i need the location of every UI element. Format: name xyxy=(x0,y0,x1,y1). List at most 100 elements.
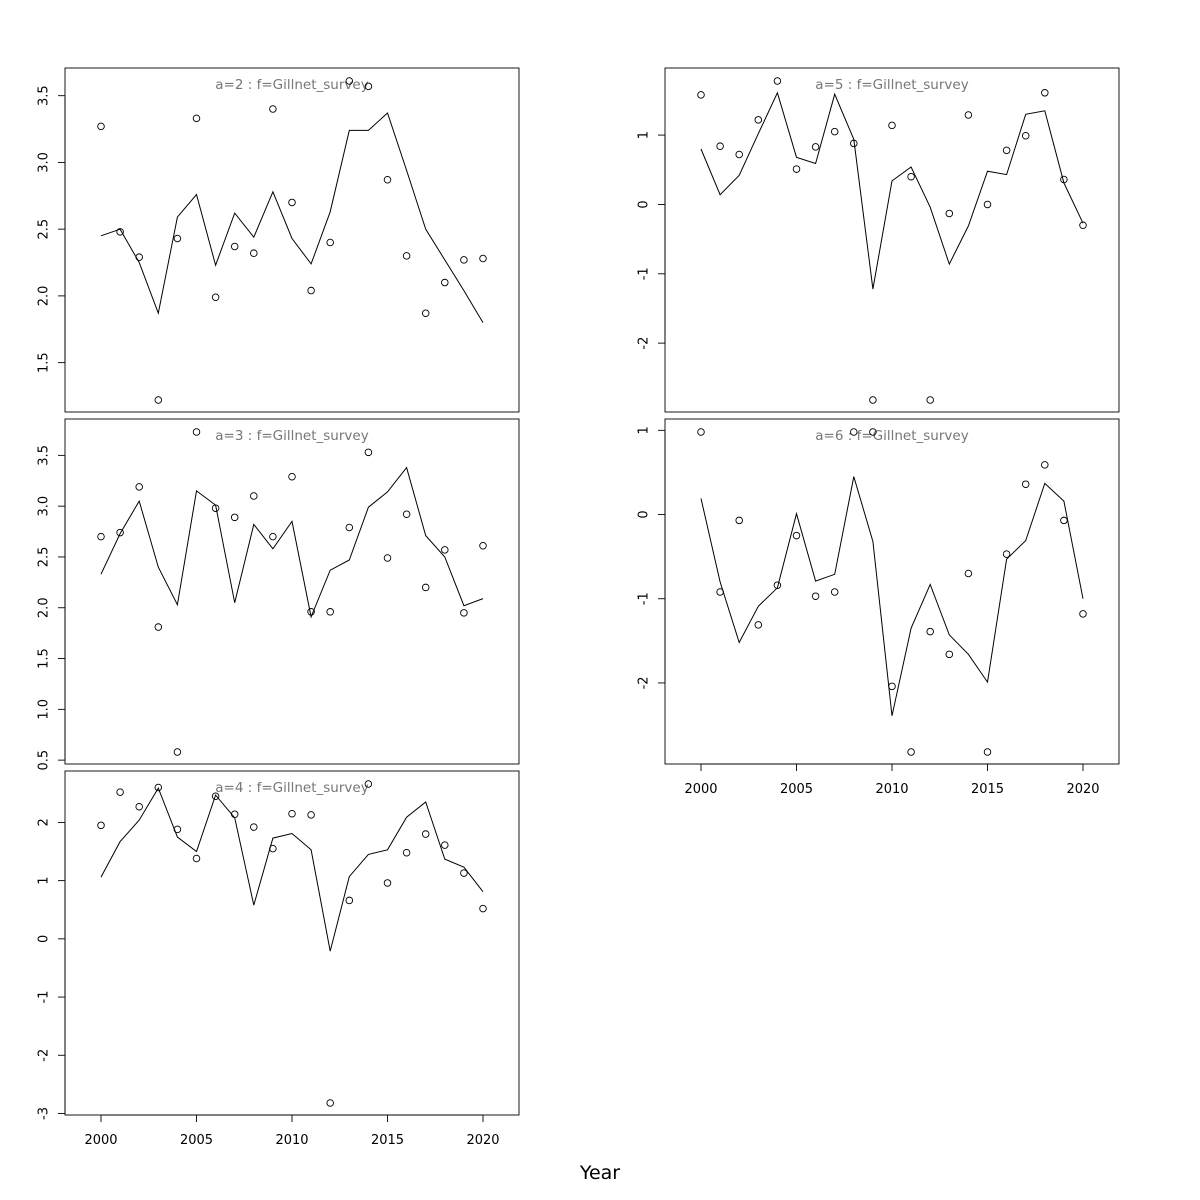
fitted-line xyxy=(700,91,1084,290)
observed-point xyxy=(116,528,124,537)
observed-point xyxy=(907,172,915,181)
observed-point xyxy=(754,621,763,629)
x-axis-label: Year xyxy=(579,1162,620,1184)
fitted-line xyxy=(100,112,484,323)
observed-point xyxy=(460,609,468,617)
observed-point xyxy=(250,492,258,500)
observed-point xyxy=(421,830,430,838)
observed-point xyxy=(192,428,201,436)
y-tick-label: 1.5 xyxy=(37,648,52,669)
observed-point xyxy=(345,523,354,532)
observed-point xyxy=(964,569,973,578)
observed-point xyxy=(869,396,877,404)
panel-4: a=5 : f=Gillnet_survey -2 -1 0 1 xyxy=(637,67,1120,413)
observed-point xyxy=(345,77,354,85)
observed-point xyxy=(345,896,354,905)
observed-point xyxy=(364,780,373,788)
observed-point xyxy=(154,396,163,404)
y-tick-label: -1 xyxy=(37,991,52,1004)
observed-point xyxy=(288,472,296,481)
x-tick-label: 2015 xyxy=(971,782,1004,797)
panel-title: a=4 : f=Gillnet_survey xyxy=(215,780,368,796)
observed-point xyxy=(1002,146,1011,155)
observed-point xyxy=(1021,132,1030,140)
observed-point xyxy=(307,811,315,819)
fitted-line xyxy=(100,786,484,952)
observed-point xyxy=(735,150,743,159)
observed-point xyxy=(97,122,105,131)
observed-point xyxy=(288,198,296,207)
observed-point xyxy=(135,483,143,491)
y-tick-label: 2.0 xyxy=(37,597,52,618)
x-tick-label: 2020 xyxy=(1066,782,1099,797)
y-tick-label: -2 xyxy=(637,676,652,689)
observed-point xyxy=(135,802,143,811)
observed-point xyxy=(479,904,487,913)
observed-point xyxy=(116,788,124,796)
fitted-line xyxy=(100,466,484,619)
observed-point xyxy=(364,82,373,91)
y-tick-label: 3.0 xyxy=(37,152,52,173)
observed-point xyxy=(811,592,820,600)
panel-2: a=3 : f=Gillnet_survey 0.5 1.0 1.5 2.0 2.5 3.0… xyxy=(37,418,520,771)
observed-point xyxy=(421,309,430,317)
observed-point xyxy=(192,854,201,863)
observed-point xyxy=(383,879,392,887)
observed-point xyxy=(1079,221,1087,229)
panel-title: a=6 : f=Gillnet_survey xyxy=(815,428,968,444)
observed-point xyxy=(479,542,487,550)
y-tick-label: 3.0 xyxy=(37,496,52,517)
observed-point xyxy=(402,252,411,260)
y-tick-label: -1 xyxy=(637,592,652,605)
y-tick-label: 0 xyxy=(37,935,52,943)
observed-point xyxy=(1079,610,1087,618)
observed-point xyxy=(211,293,220,301)
x-tick-label: 2000 xyxy=(684,782,717,797)
observed-point xyxy=(983,200,992,209)
panel-title: a=2 : f=Gillnet_survey xyxy=(215,77,368,93)
y-tick-label: 3.5 xyxy=(37,85,52,106)
y-tick-label: 3.5 xyxy=(37,445,52,466)
observed-point xyxy=(402,510,411,519)
observed-point xyxy=(173,748,182,756)
observed-point xyxy=(773,77,782,85)
y-tick-label: -2 xyxy=(37,1049,52,1062)
observed-point xyxy=(773,581,782,590)
observed-point xyxy=(792,531,801,540)
observed-point xyxy=(983,748,992,756)
observed-point xyxy=(326,238,334,247)
panel-3: a=4 : f=Gillnet_survey -3 -2 -1 0 1 2 2000 2005 2… xyxy=(37,770,520,1148)
panels: a=2 : f=Gillnet_survey1.52.02.53.03.5a=3… xyxy=(37,67,1120,1148)
observed-point xyxy=(907,748,915,756)
y-tick-label: 0.5 xyxy=(37,750,52,771)
observed-point xyxy=(154,783,163,792)
observed-point xyxy=(1021,480,1030,488)
y-tick-label: -1 xyxy=(637,267,652,280)
x-tick-label: 2020 xyxy=(466,1133,499,1148)
y-tick-label: -3 xyxy=(37,1107,52,1120)
observed-point xyxy=(754,116,763,124)
observed-point xyxy=(211,792,220,800)
observed-point xyxy=(441,841,449,849)
observed-point xyxy=(441,278,449,287)
observed-point xyxy=(97,532,105,541)
x-tick-label: 2015 xyxy=(371,1133,404,1148)
y-tick-label: -2 xyxy=(637,337,652,350)
observed-point xyxy=(735,516,743,525)
x-tick-label: 2010 xyxy=(875,782,908,797)
y-tick-label: 1.0 xyxy=(37,699,52,720)
observed-point xyxy=(945,209,954,218)
observed-point xyxy=(326,1099,334,1107)
observed-point xyxy=(830,588,839,596)
observed-point xyxy=(173,234,182,243)
x-tick-label: 2005 xyxy=(780,782,813,797)
observed-point xyxy=(811,143,820,151)
observed-point xyxy=(154,623,163,631)
y-tick-label: 1 xyxy=(637,426,652,434)
y-tick-label: 2.0 xyxy=(37,286,52,307)
observed-point xyxy=(697,428,705,436)
observed-point xyxy=(460,869,468,877)
y-tick-label: 0 xyxy=(637,200,652,208)
observed-point xyxy=(230,242,239,251)
